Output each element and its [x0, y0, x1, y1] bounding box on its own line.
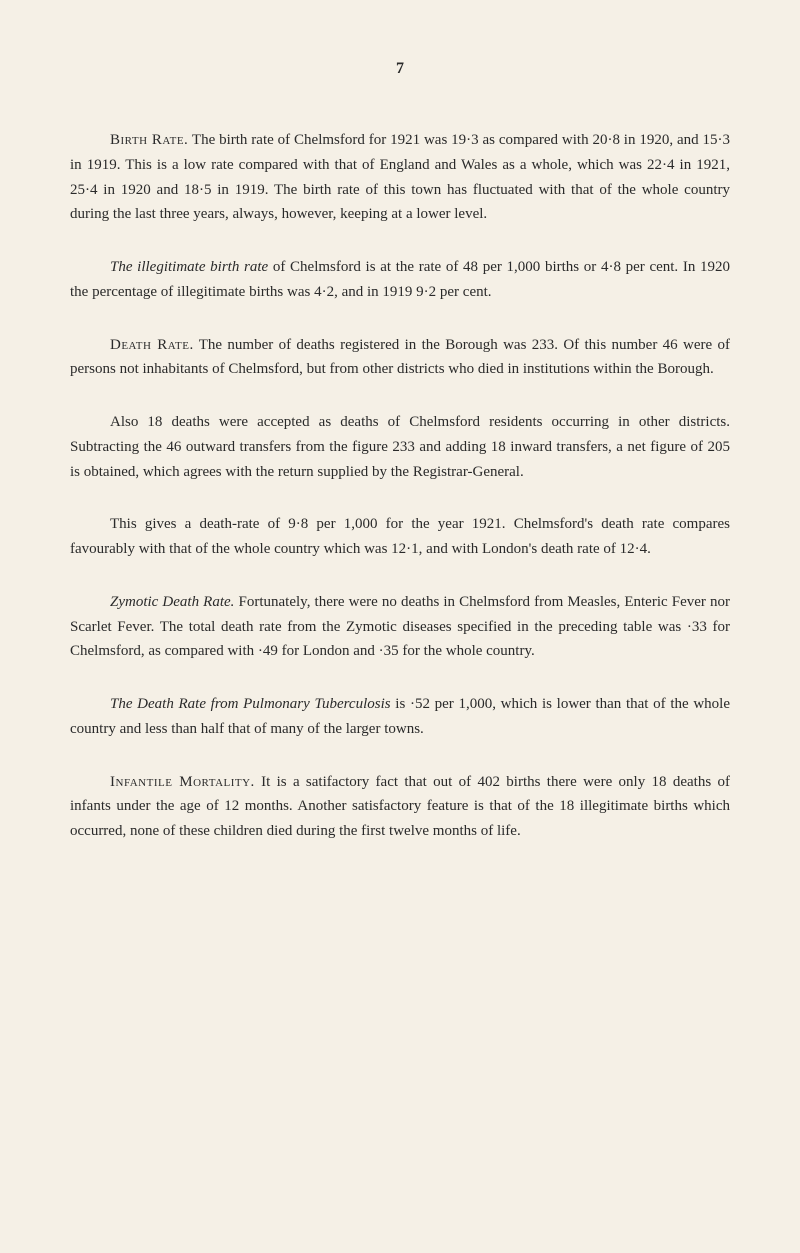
heading-birth-rate: Birth Rate. — [110, 132, 188, 148]
heading-infantile: Infantile Mortality. — [110, 774, 255, 790]
paragraph-death-rate: Death Rate. The number of deaths registe… — [70, 333, 730, 383]
text-death-rate-value: This gives a death-rate of 9·8 per 1,000… — [70, 516, 730, 557]
document-page: 7 Birth Rate. The birth rate of Chelmsfo… — [0, 0, 800, 912]
paragraph-death-rate-value: This gives a death-rate of 9·8 per 1,000… — [70, 512, 730, 562]
heading-death-rate: Death Rate. — [110, 337, 194, 353]
paragraph-illegitimate: The illegitimate birth rate of Chelmsfor… — [70, 255, 730, 305]
page-number: 7 — [70, 60, 730, 78]
italic-illegitimate: The illegitimate birth rate — [110, 259, 268, 275]
paragraph-deaths-accepted: Also 18 deaths were accepted as deaths o… — [70, 410, 730, 484]
italic-zymotic: Zymotic Death Rate. — [110, 594, 234, 610]
paragraph-tuberculosis: The Death Rate from Pulmonary Tuberculos… — [70, 692, 730, 742]
text-deaths-accepted: Also 18 deaths were accepted as deaths o… — [70, 414, 730, 480]
paragraph-infantile: Infantile Mortality. It is a satifactory… — [70, 770, 730, 844]
paragraph-birth-rate: Birth Rate. The birth rate of Chelmsford… — [70, 128, 730, 227]
paragraph-zymotic: Zymotic Death Rate. Fortunately, there w… — [70, 590, 730, 664]
italic-tuberculosis: The Death Rate from Pulmonary Tuberculos… — [110, 696, 391, 712]
